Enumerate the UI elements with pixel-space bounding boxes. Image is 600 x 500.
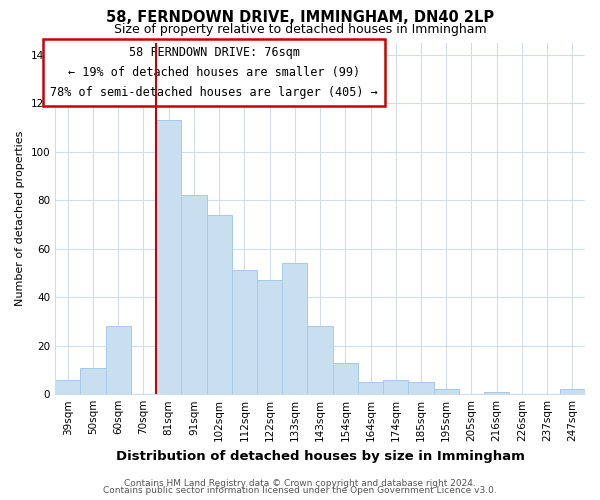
Text: 58 FERNDOWN DRIVE: 76sqm
← 19% of detached houses are smaller (99)
78% of semi-d: 58 FERNDOWN DRIVE: 76sqm ← 19% of detach… <box>50 46 378 99</box>
Text: Size of property relative to detached houses in Immingham: Size of property relative to detached ho… <box>113 22 487 36</box>
Bar <box>106 326 131 394</box>
Y-axis label: Number of detached properties: Number of detached properties <box>15 130 25 306</box>
Bar <box>484 392 509 394</box>
Bar <box>383 380 409 394</box>
Bar <box>282 263 307 394</box>
Bar <box>434 390 459 394</box>
X-axis label: Distribution of detached houses by size in Immingham: Distribution of detached houses by size … <box>116 450 524 462</box>
Bar <box>332 362 358 394</box>
Bar <box>358 382 383 394</box>
Bar <box>206 214 232 394</box>
Text: Contains HM Land Registry data © Crown copyright and database right 2024.: Contains HM Land Registry data © Crown c… <box>124 478 476 488</box>
Bar <box>409 382 434 394</box>
Bar <box>307 326 332 394</box>
Text: 58, FERNDOWN DRIVE, IMMINGHAM, DN40 2LP: 58, FERNDOWN DRIVE, IMMINGHAM, DN40 2LP <box>106 10 494 25</box>
Bar <box>257 280 282 394</box>
Bar <box>181 196 206 394</box>
Bar <box>560 390 585 394</box>
Text: Contains public sector information licensed under the Open Government Licence v3: Contains public sector information licen… <box>103 486 497 495</box>
Bar <box>80 368 106 394</box>
Bar <box>55 380 80 394</box>
Bar <box>156 120 181 394</box>
Bar <box>232 270 257 394</box>
